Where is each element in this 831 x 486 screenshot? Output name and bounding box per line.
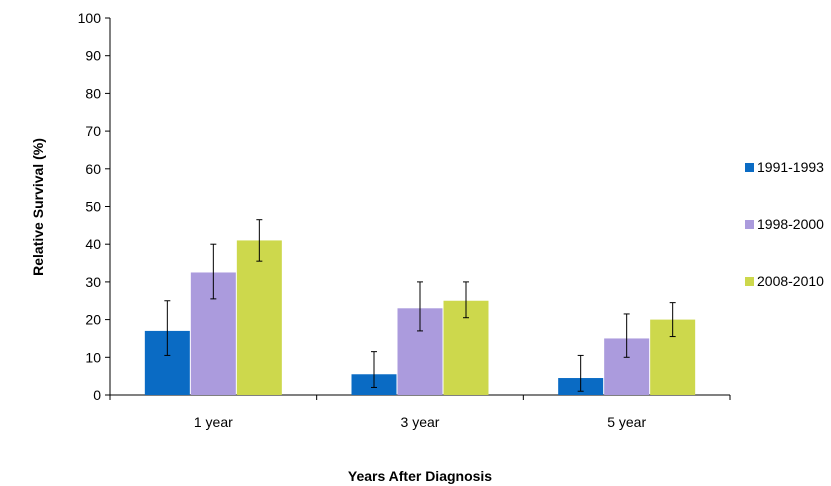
y-tick-label: 0 <box>93 387 101 403</box>
x-tick-label: 5 year <box>607 414 646 430</box>
x-tick-label: 1 year <box>194 414 233 430</box>
y-tick-label: 100 <box>78 10 102 26</box>
legend-swatch <box>745 220 754 229</box>
legend-label: 2008-2010 <box>757 273 824 289</box>
y-tick-labels: 0 10 20 30 40 50 60 70 80 90 100 <box>78 10 102 403</box>
legend-label: 1998-2000 <box>757 216 824 232</box>
error-bars <box>164 219 676 392</box>
x-tick-label: 3 year <box>401 414 440 430</box>
legend: 1991-1993 1998-2000 2008-2010 <box>745 159 824 289</box>
y-tick-label: 40 <box>85 236 101 252</box>
x-tick-labels: 1 year 3 year 5 year <box>194 414 647 430</box>
y-tick-label: 50 <box>85 199 101 215</box>
y-tick-label: 20 <box>85 312 101 328</box>
x-axis-title: Years After Diagnosis <box>348 468 492 484</box>
y-tick-label: 30 <box>85 274 101 290</box>
y-tick-label: 10 <box>85 349 101 365</box>
y-tick-label: 80 <box>85 85 101 101</box>
y-tick-label: 90 <box>85 48 101 64</box>
y-tick-label: 70 <box>85 123 101 139</box>
y-axis-title: Relative Survival (%) <box>30 138 46 276</box>
legend-swatch <box>745 277 754 286</box>
bar-2008-2010-1-year <box>236 240 282 395</box>
legend-label: 1991-1993 <box>757 159 824 175</box>
legend-swatch <box>745 163 754 172</box>
y-tick-label: 60 <box>85 161 101 177</box>
